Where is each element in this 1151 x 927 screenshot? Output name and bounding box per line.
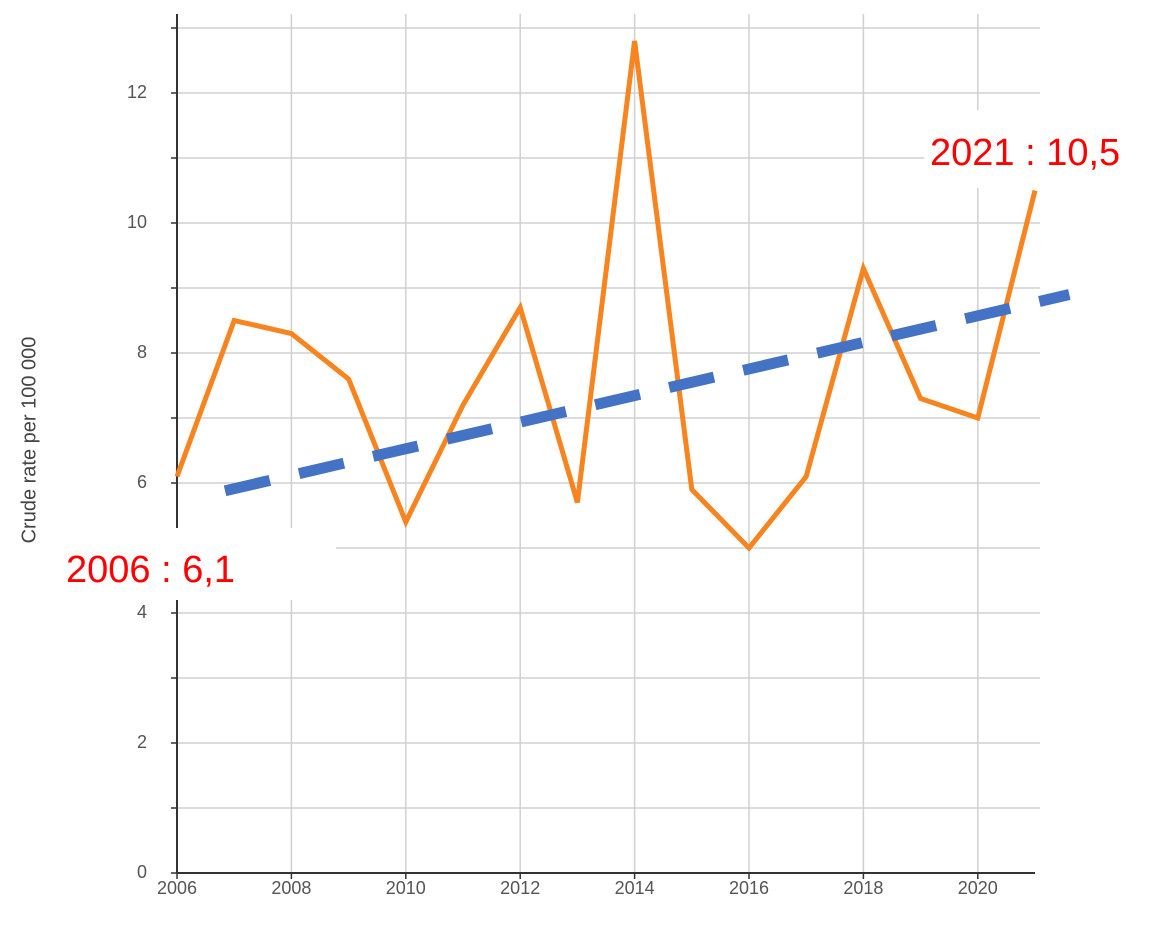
y-tick-label: 8 [137, 342, 147, 362]
trend-line [223, 289, 1071, 497]
y-tick-label: 12 [127, 82, 147, 102]
y-axis-label: Crude rate per 100 000 [18, 337, 40, 544]
y-tick-label: 2 [137, 732, 147, 752]
y-tick-label: 0 [137, 862, 147, 882]
y-tick-label: 4 [137, 602, 147, 622]
annotation: 2006 : 6,1 [66, 549, 235, 591]
x-tick-label: 2008 [271, 878, 311, 898]
annotation-box [60, 528, 336, 600]
plot-area: 0 2 4 6 8 10 12 2006 2008 2010 2012 2014 2016 2018 202… [127, 14, 1071, 898]
annotation: 2021 : 10,5 [930, 132, 1120, 174]
x-tick-label: 2006 [157, 878, 197, 898]
x-tick-label: 2012 [500, 878, 540, 898]
x-tick-label: 2016 [729, 878, 769, 898]
annotation-box [924, 110, 1151, 188]
y-tick-label: 6 [137, 472, 147, 492]
x-tick-label: 2010 [386, 878, 426, 898]
x-tick-label: 2020 [958, 878, 998, 898]
x-tick-label: 2014 [615, 878, 655, 898]
x-tick-label: 2018 [843, 878, 883, 898]
y-tick-label: 10 [127, 212, 147, 232]
